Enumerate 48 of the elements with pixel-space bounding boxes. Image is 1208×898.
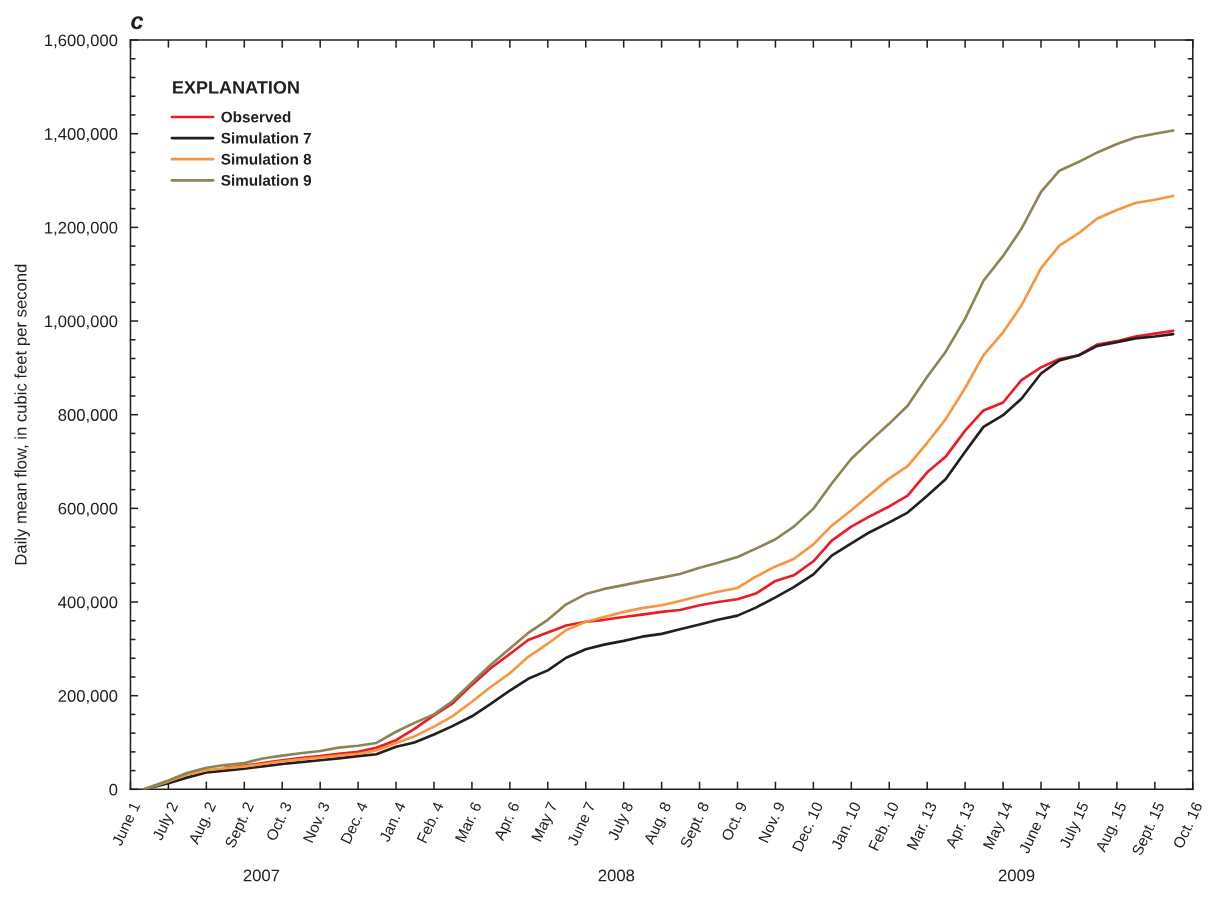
x-tick-label: July 15 <box>1058 801 1092 851</box>
x-tick-label: Nov. 9 <box>758 801 786 844</box>
x-tick-label: May 7 <box>531 801 561 844</box>
x-tick-label: June 14 <box>1018 801 1051 855</box>
legend-label: Simulation 8 <box>221 153 312 165</box>
x-tick-label: June 7 <box>566 801 596 847</box>
x-tick-label: June 1 <box>111 801 141 847</box>
y-tick-label: 400,000 <box>58 596 118 611</box>
text: 2009 <box>998 869 1035 882</box>
legend-title: EXPLANATION <box>173 80 299 94</box>
y-tick-label: 0 <box>109 783 118 796</box>
y-tick-label: 1,200,000 <box>45 221 118 236</box>
x-tick-label: Mar. 6 <box>454 801 482 843</box>
x-tick-label: Feb. 10 <box>867 800 900 852</box>
x-tick-label: Sept. 8 <box>679 801 713 850</box>
legend-label: Observed <box>221 111 291 123</box>
x-tick-label: May 14 <box>982 801 1016 851</box>
y-tick-label: 200,000 <box>58 690 118 704</box>
legend-label: Simulation 7 <box>221 132 311 144</box>
y-tick-label: 1,600,000 <box>45 34 118 49</box>
x-tick-label: Apr. 13 <box>945 801 978 851</box>
x-tick-label: Sept. 2 <box>224 801 257 850</box>
x-tick-label: Oct. 3 <box>265 801 293 842</box>
x-tick-label: Jan. 10 <box>830 801 862 851</box>
x-tick-label: Aug. 8 <box>643 801 675 847</box>
legend-label: Simulation 9 <box>221 174 312 186</box>
chart-title: c <box>131 16 144 30</box>
x-tick-label: Oct. 16 <box>1172 801 1203 850</box>
y-tick-label: 1,000,000 <box>45 315 118 330</box>
y-tick-label: 1,400,000 <box>45 128 118 142</box>
x-tick-label: Nov. 3 <box>302 801 331 844</box>
x-tick-label: Aug. 2 <box>188 801 219 847</box>
y-axis-title: Daily mean flow, in cubic feet per second <box>14 264 30 565</box>
x-tick-label: Apr. 6 <box>493 801 523 843</box>
x-tick-label: July 8 <box>606 801 637 843</box>
y-tick-label: 800,000 <box>58 409 118 423</box>
x-tick-label: July 2 <box>151 801 181 843</box>
x-tick-label: Feb. 4 <box>416 800 444 844</box>
x-tick-label: Dec. 4 <box>340 801 369 845</box>
x-tick-label: Jan. 4 <box>379 801 407 843</box>
x-tick-label: Mar. 13 <box>906 801 938 851</box>
text: 2008 <box>598 869 635 882</box>
x-tick-label: Oct. 9 <box>720 801 748 842</box>
y-tick-label: 600,000 <box>58 502 118 517</box>
x-tick-label: Aug. 15 <box>1095 801 1130 855</box>
x-tick-label: Dec. 10 <box>792 801 824 852</box>
text: 2007 <box>243 869 280 882</box>
x-tick-label: Sept. 15 <box>1131 801 1168 858</box>
